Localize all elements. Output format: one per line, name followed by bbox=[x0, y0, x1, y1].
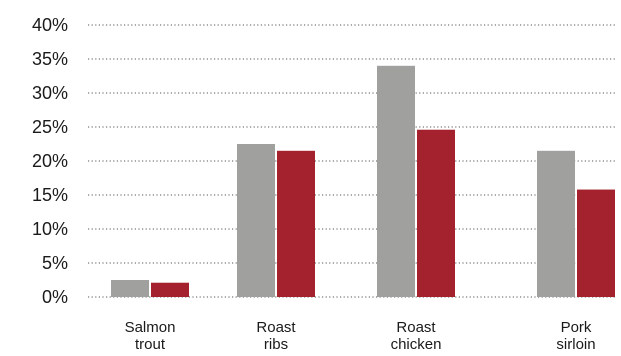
bars bbox=[111, 65, 615, 297]
bar-series-2-0 bbox=[151, 282, 189, 297]
bar-series-1-0 bbox=[111, 280, 149, 297]
bar-series-2-2 bbox=[417, 129, 455, 297]
bar-series-2-3 bbox=[577, 189, 615, 297]
category-label: Salmon trout bbox=[125, 319, 176, 353]
y-tick-label: 0% bbox=[42, 287, 68, 307]
bar-series-1-1 bbox=[237, 144, 275, 297]
category-labels: Salmon trout Roast ribs Roast chicken Pork sirl… bbox=[125, 319, 596, 353]
bar-series-1-3 bbox=[537, 150, 575, 297]
category-label: Pork sirloin bbox=[556, 319, 595, 353]
bar-series-2-1 bbox=[277, 150, 315, 297]
y-tick-label: 10% bbox=[32, 219, 68, 239]
y-tick-label: 30% bbox=[32, 83, 68, 103]
y-tick-label: 20% bbox=[32, 151, 68, 171]
y-axis-tick-labels: 0% 5% 10% 15% 20% 25% 30% 35% 40% bbox=[32, 15, 68, 307]
bar-series-1-2 bbox=[377, 65, 415, 297]
y-tick-label: 25% bbox=[32, 117, 68, 137]
y-tick-label: 5% bbox=[42, 253, 68, 273]
y-tick-label: 35% bbox=[32, 49, 68, 69]
y-tick-label: 40% bbox=[32, 15, 68, 35]
y-tick-label: 15% bbox=[32, 185, 68, 205]
category-label: Roast ribs bbox=[256, 319, 296, 353]
category-label: Roast chicken bbox=[391, 319, 442, 353]
